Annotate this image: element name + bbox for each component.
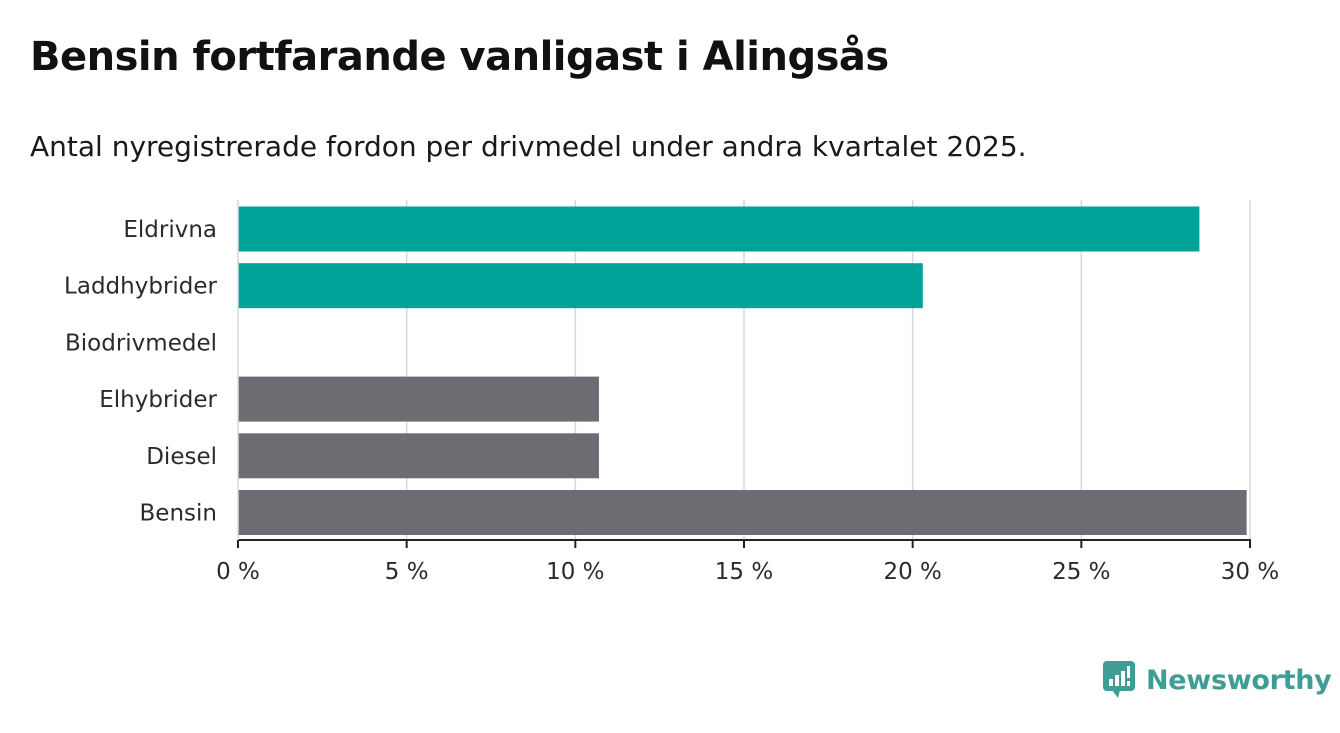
bar-eldrivna xyxy=(238,206,1200,252)
chart-subtitle: Antal nyregistrerade fordon per drivmede… xyxy=(30,130,1027,163)
brand-name: Newsworthy xyxy=(1146,664,1332,696)
category-label: Laddhybrider xyxy=(64,274,217,300)
bar-elhybrider xyxy=(238,376,599,422)
category-label: Elhybrider xyxy=(99,387,217,413)
x-tick-label: 15 % xyxy=(715,559,773,585)
bars xyxy=(238,206,1247,535)
newsworthy-logo-icon xyxy=(1103,661,1135,698)
category-label: Diesel xyxy=(146,444,217,470)
x-tick-label: 10 % xyxy=(546,559,604,585)
category-label: Bensin xyxy=(140,501,217,527)
bar-diesel xyxy=(238,433,599,479)
x-tick-label: 5 % xyxy=(385,559,429,585)
x-axis: 0 % 5 % 10 % 15 % 20 % 25 % 30 % xyxy=(216,200,1279,585)
x-tick-label: 30 % xyxy=(1221,559,1279,585)
x-tick-label: 0 % xyxy=(216,559,260,585)
chart-title: Bensin fortfarande vanligast i Alingsås xyxy=(30,34,889,80)
bar-laddhybrider xyxy=(238,263,923,309)
category-label: Eldrivna xyxy=(123,217,217,243)
category-label: Biodrivmedel xyxy=(65,330,217,356)
brand-logo[interactable]: Newsworthy xyxy=(1102,660,1332,700)
x-tick-label: 20 % xyxy=(883,559,941,585)
x-tick-label: 25 % xyxy=(1052,559,1110,585)
category-labels: Eldrivna Laddhybrider Biodrivmedel Elhybrid… xyxy=(64,217,217,527)
bar-bensin xyxy=(238,490,1247,535)
gridlines xyxy=(405,200,1251,540)
